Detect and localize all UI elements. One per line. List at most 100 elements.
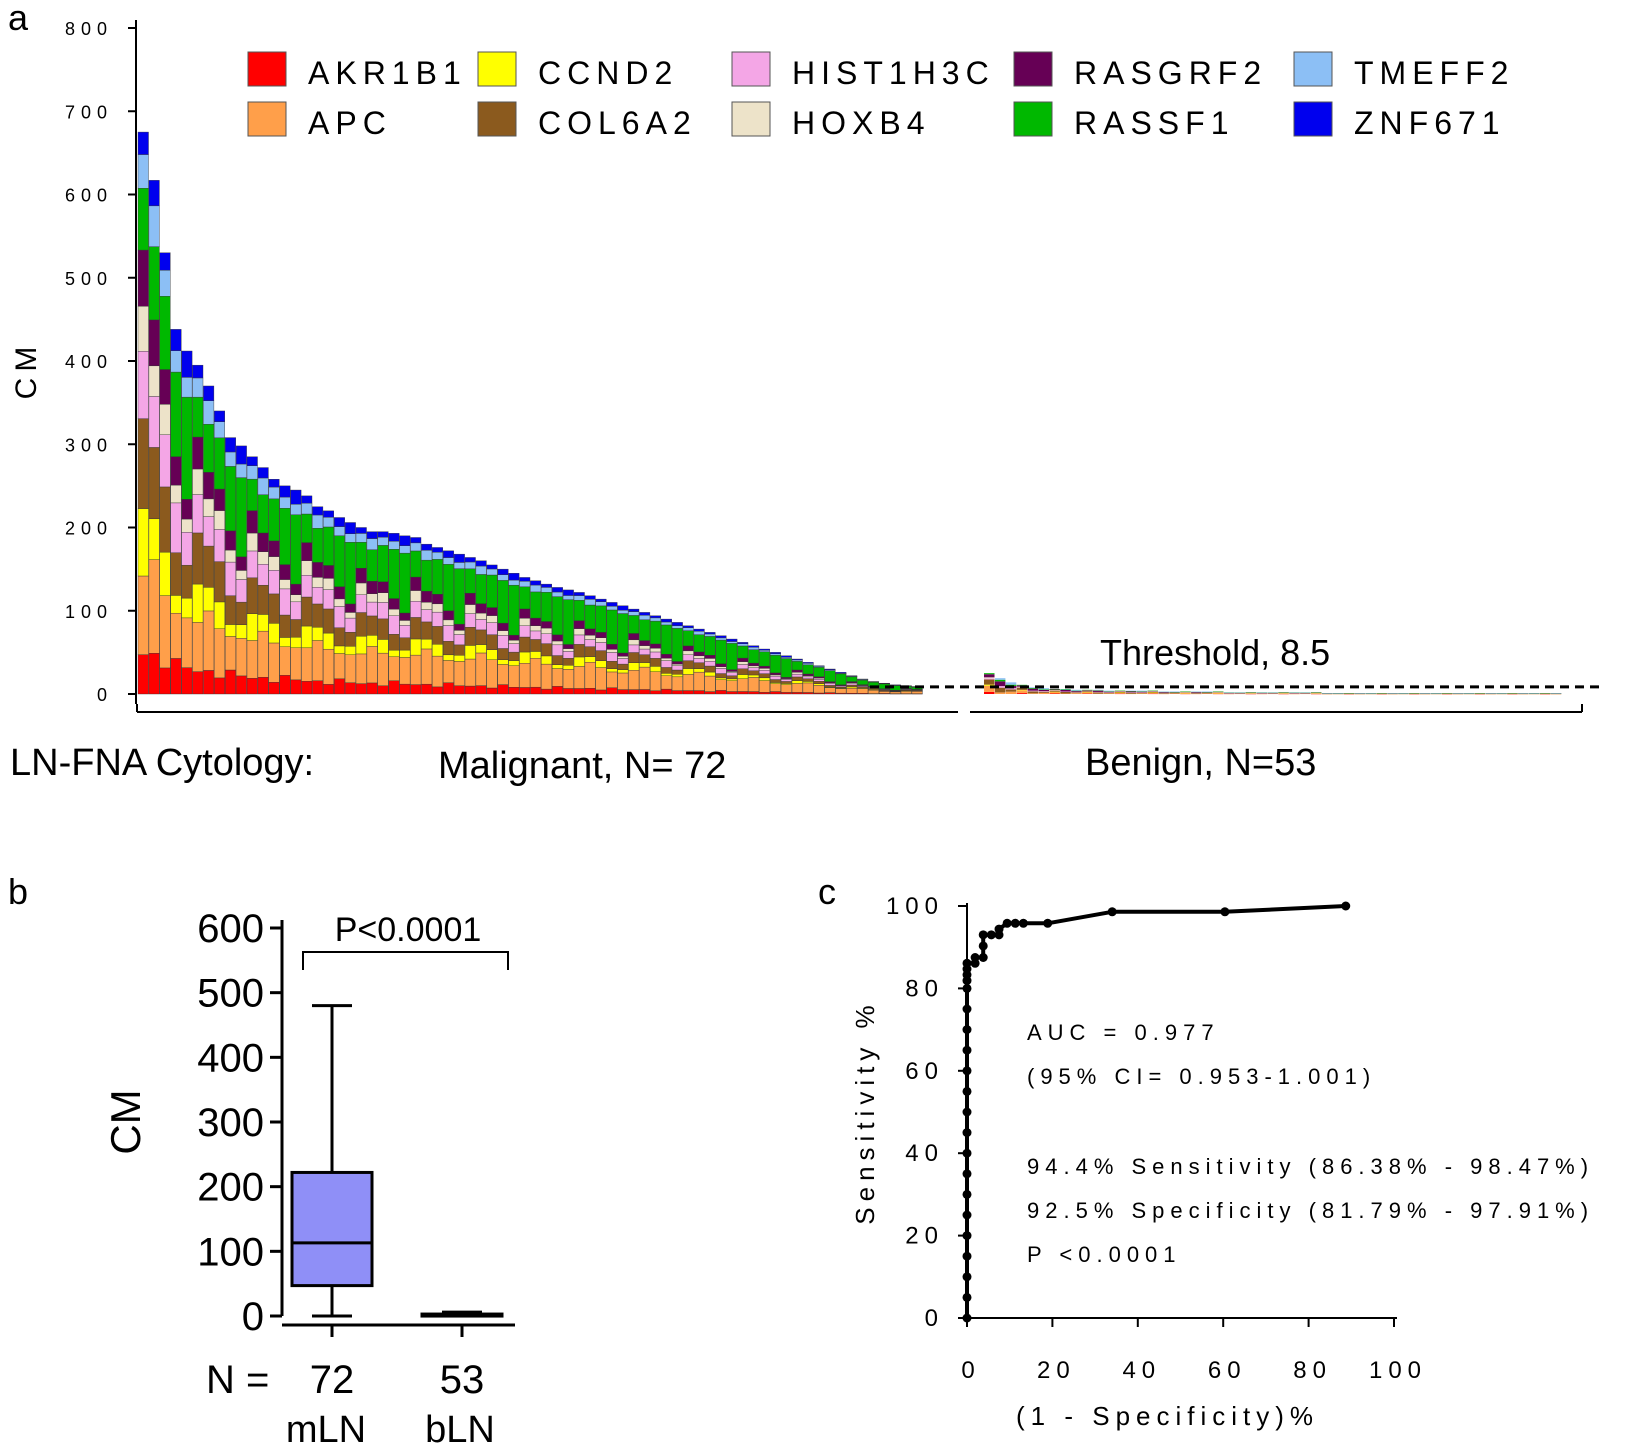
bar-segment-akr1b1 [781,692,792,694]
bar-segment-apc [683,674,694,690]
bar-segment-rasgrf2 [378,582,389,593]
bar-segment-col6a2 [356,613,367,637]
bar-segment-hist1h3c [171,503,182,553]
bar-segment-hist1h3c [367,602,378,616]
bar-segment-apc [541,664,552,689]
bar-segment-col6a2 [1039,692,1050,693]
bar-segment-hoxb4 [421,602,432,609]
bar-segment-col6a2 [694,663,705,669]
bar-segment-col6a2 [367,616,378,635]
bar-segment-rasgrf2 [389,599,400,610]
bar-segment-hoxb4 [650,648,661,652]
roc-point [1043,919,1052,928]
panel-b-y-tick-label: 600 [197,907,264,951]
bar-segment-hoxb4 [411,591,422,602]
bar-segment-akr1b1 [792,692,803,694]
bar-segment-hist1h3c [421,610,432,622]
bar-segment-rassf1 [683,631,694,646]
bar-segment-rasgrf2 [629,633,640,639]
bar-segment-hist1h3c [814,679,825,681]
bar-segment-znf671 [683,626,694,628]
bar-segment-rassf1 [345,542,356,604]
bar-segment-apc [454,661,465,685]
panel-a-bars [138,132,1561,694]
panel-c-x-tick-label: 20 [1037,1357,1076,1384]
bar-segment-tmeff2 [995,678,1006,680]
bar-segment-akr1b1 [203,670,214,694]
legend-label-apc: APC [308,105,392,141]
bar-segment-ccnd2 [563,665,574,669]
bar-segment-ccnd2 [345,646,356,654]
bar-segment-akr1b1 [236,676,247,694]
bar-segment-col6a2 [574,644,585,657]
bar-segment-ccnd2 [280,637,291,646]
bar-segment-hoxb4 [378,593,389,603]
bar-segment-ccnd2 [738,675,749,679]
bar-segment-rasgrf2 [258,533,269,552]
bar-segment-apc [770,684,781,692]
bar-segment-tmeff2 [705,634,716,636]
bar-segment-akr1b1 [258,677,269,694]
roc-point [963,1293,972,1302]
mln-label: mLN [286,1409,366,1445]
bar-segment-ccnd2 [574,657,585,666]
panel-c-y-tick-label: 20 [905,1223,944,1250]
bar-segment-apc [378,653,389,686]
legend-swatch-akr1b1 [248,52,286,86]
bar-segment-rassf1 [389,549,400,598]
bar-segment-hist1h3c [476,619,487,629]
bar-segment-apc [465,659,476,686]
panel-c-y-tick-label: 100 [886,893,944,920]
bar-segment-rassf1 [781,659,792,678]
bar-segment-tmeff2 [367,539,378,550]
bar-segment-hoxb4 [291,595,302,602]
bar-segment-hoxb4 [356,583,367,595]
bar-segment-tmeff2 [541,587,552,592]
bar-segment-col6a2 [225,596,236,625]
bar-segment-col6a2 [748,671,759,675]
bar-segment-znf671 [661,619,672,622]
bar-segment-rassf1 [694,635,705,652]
bar-segment-hist1h3c [738,665,749,669]
panel-b-chart: 0100200300400500600 P<0.0001 CM N = 72 5… [102,907,515,1445]
bar-segment-hist1h3c [683,655,694,661]
bar-segment-tmeff2 [498,575,509,581]
bar-segment-akr1b1 [683,691,694,694]
bar-segment-hist1h3c [160,435,171,487]
panel-a-y-tick-label: 0 [97,685,113,705]
bar-segment-akr1b1 [585,688,596,694]
bar-segment-rassf1 [705,636,716,655]
bar-segment-rassf1 [323,527,334,566]
roc-point [963,1108,972,1117]
bar-segment-hist1h3c [269,570,280,594]
bar-segment-znf671 [302,496,313,503]
panel-a-y-label: CM [10,341,43,400]
bar-segment-apc [857,689,868,694]
bar-segment-tmeff2 [596,602,607,606]
bar-segment-rasgrf2 [160,370,171,405]
bar-segment-akr1b1 [171,658,182,694]
panel-a-chart: 0100200300400500600700800 Threshold, 8.5… [10,19,1600,787]
bar-segment-tmeff2 [607,606,618,610]
bar-segment-rassf1 [291,515,302,584]
bar-segment-hoxb4 [541,628,552,634]
bar-segment-hoxb4 [323,578,334,589]
bar-segment-ccnd2 [421,639,432,649]
bar-segment-akr1b1 [356,684,367,694]
specificity-annotation: 92.5% Specificity (81.79% - 97.91%) [1027,1198,1594,1223]
bar-segment-tmeff2 [574,596,585,601]
bar-segment-ccnd2 [182,598,193,618]
bar-segment-znf671 [258,468,269,478]
bar-segment-znf671 [825,669,836,670]
bar-segment-ccnd2 [748,675,759,677]
bar-segment-znf671 [803,662,814,663]
bar-segment-hist1h3c [705,661,716,666]
bar-segment-ccnd2 [847,687,858,688]
bar-segment-col6a2 [792,677,803,681]
bar-segment-akr1b1 [269,682,280,694]
bar-segment-rassf1 [803,665,814,674]
bar-segment-hoxb4 [574,629,585,635]
bar-segment-col6a2 [432,626,443,644]
bar-segment-znf671 [138,132,149,154]
bar-segment-apc [879,691,890,693]
